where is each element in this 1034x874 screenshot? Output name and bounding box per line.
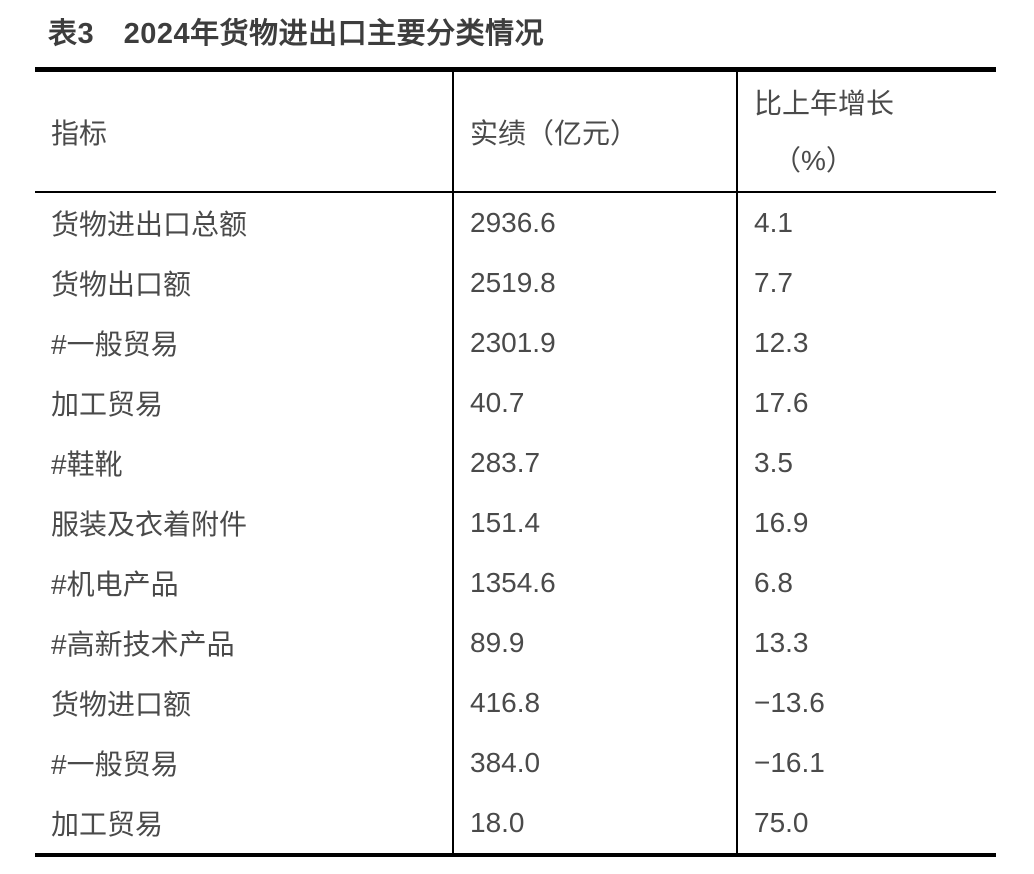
cell-value: 384.0	[452, 733, 737, 793]
column-header-growth-line1: 比上年增长	[754, 87, 895, 119]
cell-value: 283.7	[452, 433, 737, 493]
column-header-indicator: 指标	[35, 69, 453, 193]
cell-growth: −13.6	[736, 673, 996, 733]
cell-value: 1354.6	[452, 553, 737, 613]
table-row: 加工贸易 18.0 75.0	[35, 793, 996, 855]
table-body: 货物进出口总额 2936.6 4.1 货物出口额 2519.8 7.7 #一般贸易 2301.…	[35, 192, 996, 855]
cell-indicator: #高新技术产品	[51, 629, 235, 660]
cell-indicator: 货物进出口总额	[51, 209, 248, 240]
cell-indicator: #鞋靴	[51, 449, 123, 480]
table-row: 加工贸易 40.7 17.6	[35, 373, 996, 433]
table-title: 表3 2024年货物进出口主要分类情况	[48, 18, 545, 50]
cell-value: 18.0	[452, 793, 737, 855]
table-row: #高新技术产品 89.9 13.3	[35, 613, 996, 673]
cell-growth: 12.3	[736, 313, 996, 373]
table-row: 服装及衣着附件 151.4 16.9	[35, 493, 996, 553]
cell-indicator: 货物进口额	[51, 689, 192, 720]
cell-value: 151.4	[452, 493, 737, 553]
cell-indicator: 加工贸易	[51, 389, 164, 420]
cell-growth: 4.1	[736, 192, 996, 253]
cell-growth: 16.9	[736, 493, 996, 553]
cell-growth: 75.0	[736, 793, 996, 855]
table-row: #一般贸易 384.0 −16.1	[35, 733, 996, 793]
cell-indicator: 加工贸易	[51, 809, 164, 840]
cell-value: 2301.9	[452, 313, 737, 373]
trade-classification-table: 指标 实绩（亿元） 比上年增长 （%） 货物进出口总额 2936.6 4.1 货物出口…	[35, 67, 996, 857]
table-header: 指标 实绩（亿元） 比上年增长 （%）	[35, 69, 996, 193]
table-row: #一般贸易 2301.9 12.3	[35, 313, 996, 373]
cell-indicator: 服装及衣着附件	[51, 509, 248, 540]
cell-growth: 7.7	[736, 253, 996, 313]
table-row: #机电产品 1354.6 6.8	[35, 553, 996, 613]
cell-indicator: #机电产品	[51, 569, 179, 600]
cell-value: 40.7	[452, 373, 737, 433]
column-header-value: 实绩（亿元）	[452, 69, 737, 193]
cell-indicator: #一般贸易	[51, 329, 179, 360]
cell-indicator: 货物出口额	[51, 269, 192, 300]
cell-indicator: #一般贸易	[51, 749, 179, 780]
cell-value: 2519.8	[452, 253, 737, 313]
cell-value: 2936.6	[452, 192, 737, 253]
cell-growth: −16.1	[736, 733, 996, 793]
header-row: 指标 实绩（亿元） 比上年增长 （%）	[35, 69, 996, 193]
column-header-growth: 比上年增长 （%）	[736, 69, 996, 193]
column-header-growth-line2: （%）	[773, 144, 854, 176]
table-row: 货物进口额 416.8 −13.6	[35, 673, 996, 733]
table-row: 货物进出口总额 2936.6 4.1	[35, 192, 996, 253]
cell-growth: 6.8	[736, 553, 996, 613]
cell-growth: 3.5	[736, 433, 996, 493]
table-row: #鞋靴 283.7 3.5	[35, 433, 996, 493]
cell-growth: 13.3	[736, 613, 996, 673]
table-row: 货物出口额 2519.8 7.7	[35, 253, 996, 313]
cell-value: 89.9	[452, 613, 737, 673]
cell-growth: 17.6	[736, 373, 996, 433]
cell-value: 416.8	[452, 673, 737, 733]
